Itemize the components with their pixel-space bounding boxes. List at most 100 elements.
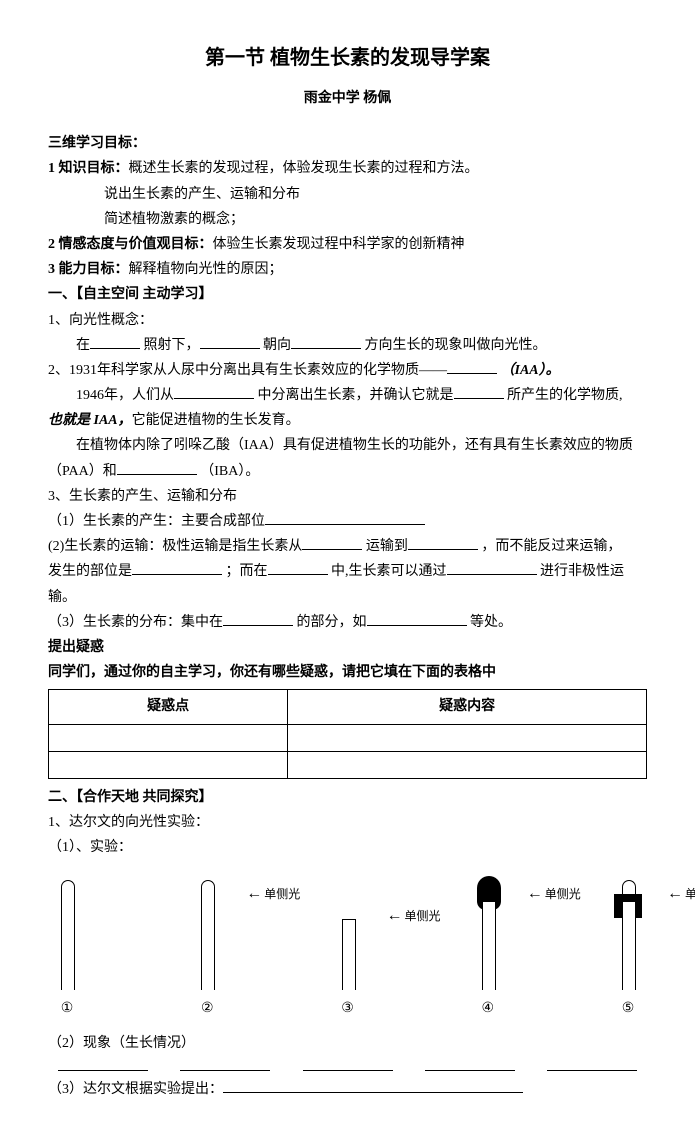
q3-2-text-c: ，而不能反过来运输， [481,539,621,554]
diagram-3: ←单侧光 ③ [339,880,357,1021]
table-cell[interactable] [49,751,288,778]
diagram-5: ←单侧光 ⑤ [619,880,637,1021]
blank[interactable] [367,611,467,626]
diagram-label-5: ⑤ [622,996,635,1021]
blank[interactable] [223,611,293,626]
q3-2-text-f: 中,生长素可以通过 [331,564,447,579]
goal-2-text: 体验生长素发现过程中科学家的创新精神 [213,237,465,252]
doubt-table: 疑惑点 疑惑内容 [48,689,647,778]
q3-2-text-e: ；而在 [226,564,268,579]
q3-3-text-a: （3）生长素的分布：集中在 [48,615,223,630]
q2-text-c: 也就是 IAA， [48,413,132,428]
s2-3: （3）达尔文根据实验提出： [48,1077,647,1102]
doubt-heading: 提出疑惑 [48,635,647,660]
doubt-col1: 疑惑点 [49,690,288,724]
diagram-label-2: ② [201,996,214,1021]
blank[interactable] [90,334,140,349]
q3-3-text-c: 等处。 [470,615,512,630]
page-subtitle: 雨金中学 杨佩 [48,86,647,111]
q3-2a: (2)生长素的运输：极性运输是指生长素从 运输到 ，而不能反过来运输， [48,534,647,559]
q1-line: 在 照射下， 朝向 方向生长的现象叫做向光性。 [48,333,647,358]
q2-text-c2: 它能促进植物的生长发育。 [132,413,300,428]
q3-2-text-b: 运输到 [366,539,408,554]
blank[interactable] [174,384,254,399]
q2-line-a: 2、1931年科学家从人尿中分离出具有生长素效应的化学物质—— （IAA）。 [48,358,647,383]
goal-2: 2 情感态度与价值观目标：体验生长素发现过程中科学家的创新精神 [48,232,647,257]
q1-text-c: 朝向 [263,338,291,353]
q2-iaa: （IAA）。 [501,363,560,378]
page-title: 第一节 植物生长素的发现导学案 [48,40,647,76]
diagram-2: ←单侧光 ② [198,880,216,1021]
q3-3-text-b: 的部分，如 [297,615,367,630]
goal-1-line3: 简述植物激素的概念； [48,207,647,232]
q2-line-d2: （PAA）和 （IBA）。 [48,459,647,484]
q3-3: （3）生长素的分布：集中在 的部分，如 等处。 [48,610,647,635]
diagram-label-4: ④ [481,996,494,1021]
light-arrow-icon: ←单侧光 [246,880,300,909]
diagram-4: ←单侧光 ④ [479,880,497,1021]
blank[interactable] [268,560,328,575]
blank[interactable] [265,510,425,525]
diagram-label-1: ① [61,996,74,1021]
q1-text-d: 方向生长的现象叫做向光性。 [365,338,547,353]
q2-text-b1: 1946年，人们从 [76,388,174,403]
doubt-line: 同学们，通过你的自主学习，你还有哪些疑惑，请把它填在下面的表格中 [48,660,647,685]
section-1-heading: 一、【自主空间 主动学习】 [48,282,647,307]
q2-line-b: 1946年，人们从 中分离出生长素，并确认它就是 所产生的化学物质, [48,383,647,408]
blank[interactable] [447,359,497,374]
table-cell[interactable] [49,724,288,751]
light-arrow-icon: ←单侧光 [667,880,695,909]
blank[interactable] [117,460,197,475]
blank[interactable] [408,535,478,550]
phenomenon-blanks [48,1056,647,1071]
q2-line-d1: 在植物体内除了吲哚乙酸（IAA）具有促进植物生长的功能外，还有具有生长素效应的物… [48,433,647,458]
diagram-1: ① [58,880,76,1021]
diagram-label-3: ③ [341,996,354,1021]
table-cell[interactable] [288,724,647,751]
blank[interactable] [291,334,361,349]
q3-2-text-a: (2)生长素的运输：极性运输是指生长素从 [48,539,302,554]
doubt-col2: 疑惑内容 [288,690,647,724]
goal-1-line1: 概述生长素的发现过程，体验发现生长素的过程和方法。 [129,161,479,176]
s2-2: （2）现象（生长情况） [48,1031,647,1056]
blank[interactable] [303,1056,393,1071]
q3-heading: 3、生长素的产生、运输和分布 [48,484,647,509]
q2-text-a: 2、1931年科学家从人尿中分离出具有生长素效应的化学物质—— [48,363,447,378]
s2-1: 1、达尔文的向光性实验： [48,810,647,835]
q2-text-b2: 中分离出生长素，并确认它就是 [258,388,454,403]
blank[interactable] [547,1056,637,1071]
table-cell[interactable] [288,751,647,778]
experiment-diagram: ① ←单侧光 ② ←单侧光 ③ ←单侧光 ④ ←单侧光 ⑤ [48,880,647,1021]
goal-3-text: 解释植物向光性的原因； [129,262,283,277]
blank[interactable] [200,334,260,349]
section-2-heading: 二、【合作天地 共同探究】 [48,785,647,810]
goals-heading: 三维学习目标： [48,131,647,156]
q3-2b: 发生的部位是 ；而在 中,生长素可以通过 进行非极性运输。 [48,559,647,609]
blank[interactable] [454,384,504,399]
blank[interactable] [425,1056,515,1071]
goal-2-label: 2 情感态度与价值观目标： [48,237,213,252]
blank[interactable] [447,560,537,575]
blank[interactable] [302,535,362,550]
s2-3-text: （3）达尔文根据实验提出： [48,1082,223,1097]
goal-3: 3 能力目标：解释植物向光性的原因； [48,257,647,282]
q1-heading: 1、向光性概念： [48,308,647,333]
q1-text-a: 在 [76,338,90,353]
s2-1-1: （1）、实验： [48,835,647,860]
goal-1-line2: 说出生长素的产生、运输和分布 [48,182,647,207]
q3-1: （1）生长素的产生：主要合成部位 [48,509,647,534]
blank[interactable] [180,1056,270,1071]
q3-1-text: （1）生长素的产生：主要合成部位 [48,514,265,529]
q2-text-d3: （IBA）。 [200,464,259,479]
q2-text-d2: （PAA）和 [48,464,117,479]
q2-text-b3: 所产生的化学物质, [507,388,623,403]
q3-2-text-d: 发生的部位是 [48,564,132,579]
goal-3-label: 3 能力目标： [48,262,129,277]
q1-text-b: 照射下， [144,338,200,353]
goal-1: 1 知识目标：概述生长素的发现过程，体验发现生长素的过程和方法。 [48,156,647,181]
blank[interactable] [223,1078,523,1093]
light-arrow-icon: ←单侧光 [527,880,581,909]
q2-line-c: 也就是 IAA，它能促进植物的生长发育。 [48,408,647,433]
blank[interactable] [58,1056,148,1071]
blank[interactable] [132,560,222,575]
